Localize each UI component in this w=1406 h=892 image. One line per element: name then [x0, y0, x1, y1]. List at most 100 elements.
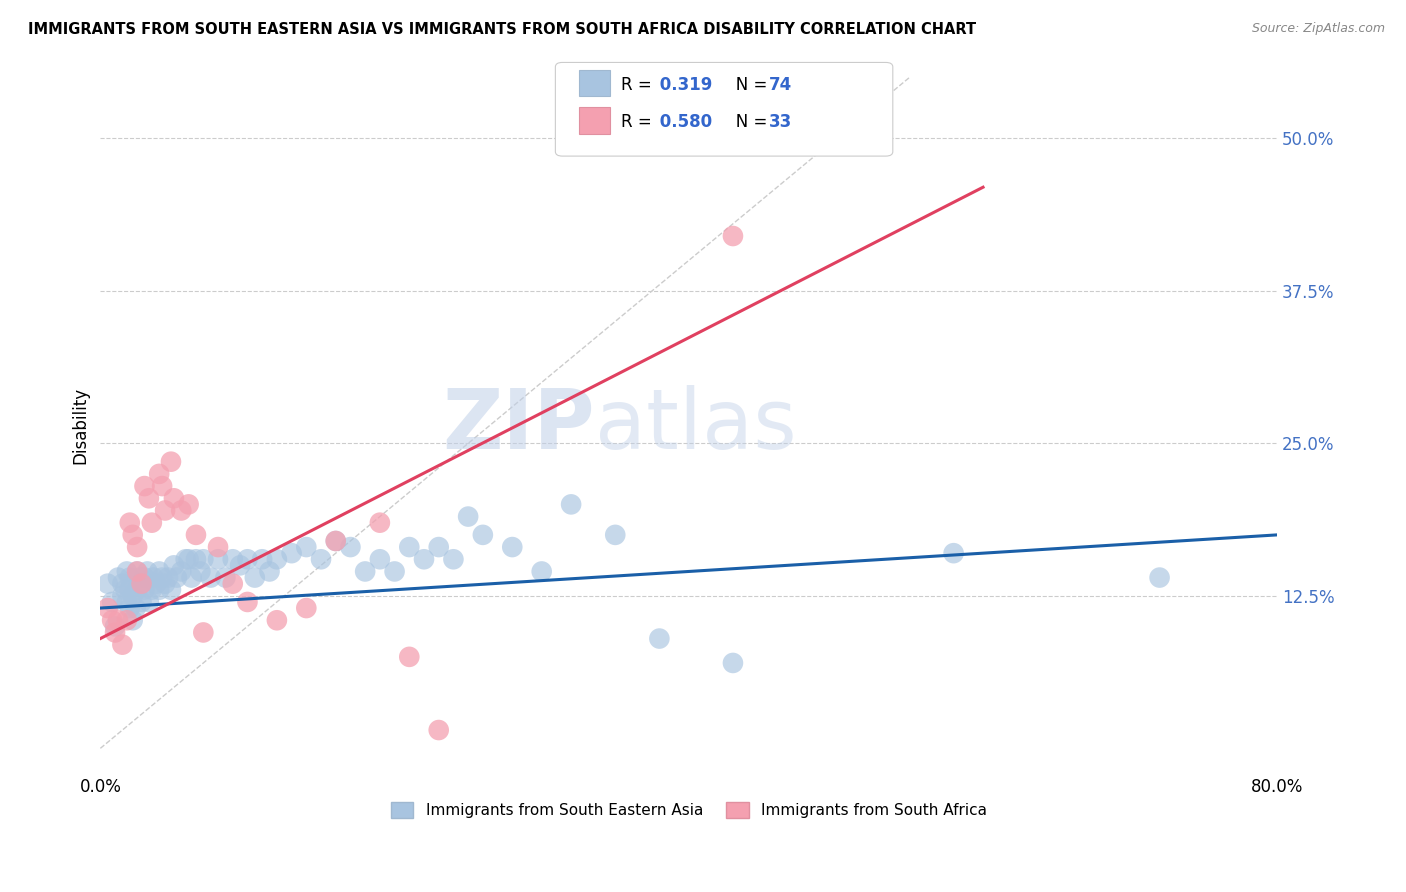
Text: 0.580: 0.580: [654, 113, 711, 131]
Point: [295, 540, 318, 554]
Point: [115, 595, 138, 609]
Point: [368, 552, 391, 566]
Point: [131, 576, 153, 591]
Text: Source: ZipAtlas.com: Source: ZipAtlas.com: [1251, 22, 1385, 36]
Point: [222, 552, 245, 566]
Point: [127, 565, 149, 579]
Point: [200, 570, 222, 584]
Point: [266, 552, 288, 566]
Point: [560, 497, 582, 511]
Point: [148, 582, 170, 597]
Point: [236, 595, 259, 609]
Point: [184, 528, 207, 542]
Point: [441, 552, 464, 566]
Text: IMMIGRANTS FROM SOUTH EASTERN ASIA VS IMMIGRANTS FROM SOUTH AFRICA DISABILITY CO: IMMIGRANTS FROM SOUTH EASTERN ASIA VS IM…: [28, 22, 976, 37]
Point: [384, 565, 406, 579]
Text: R =: R =: [621, 76, 658, 94]
Point: [111, 638, 134, 652]
Point: [141, 582, 163, 597]
Point: [138, 491, 160, 506]
Point: [97, 601, 120, 615]
Point: [721, 229, 744, 244]
Point: [184, 552, 207, 566]
Point: [166, 570, 188, 584]
Point: [648, 632, 671, 646]
Point: [107, 570, 129, 584]
Point: [170, 503, 193, 517]
Point: [325, 533, 347, 548]
Point: [530, 565, 553, 579]
Text: N =: N =: [720, 113, 772, 131]
Text: 0.319: 0.319: [654, 76, 713, 94]
Point: [471, 528, 494, 542]
Point: [280, 546, 302, 560]
Point: [150, 479, 173, 493]
Point: [259, 565, 281, 579]
Point: [354, 565, 377, 579]
Point: [111, 576, 134, 591]
Point: [127, 565, 149, 579]
Point: [148, 467, 170, 481]
Point: [148, 565, 170, 579]
Point: [115, 565, 138, 579]
Point: [104, 619, 127, 633]
Point: [236, 552, 259, 566]
Text: atlas: atlas: [595, 384, 796, 466]
Point: [127, 540, 149, 554]
Point: [97, 576, 120, 591]
Point: [118, 601, 141, 615]
Point: [118, 516, 141, 530]
Text: ZIP: ZIP: [441, 384, 595, 466]
Point: [111, 589, 134, 603]
Point: [107, 613, 129, 627]
Point: [153, 503, 176, 517]
Point: [115, 613, 138, 627]
Text: 33: 33: [769, 113, 793, 131]
Point: [153, 576, 176, 591]
Point: [721, 656, 744, 670]
Point: [427, 540, 450, 554]
Point: [170, 565, 193, 579]
Y-axis label: Disability: Disability: [72, 386, 89, 464]
Text: R =: R =: [621, 113, 658, 131]
Point: [207, 540, 229, 554]
Point: [193, 552, 215, 566]
Point: [138, 595, 160, 609]
Point: [160, 455, 183, 469]
Point: [266, 613, 288, 627]
Point: [114, 582, 136, 597]
Point: [309, 552, 332, 566]
Point: [131, 576, 153, 591]
Point: [325, 533, 347, 548]
Point: [129, 570, 152, 584]
Point: [142, 570, 165, 584]
Point: [124, 601, 146, 615]
Point: [190, 565, 212, 579]
Point: [177, 552, 200, 566]
Point: [229, 558, 252, 573]
Point: [145, 576, 167, 591]
Point: [243, 570, 266, 584]
Point: [368, 516, 391, 530]
Point: [398, 540, 420, 554]
Point: [134, 582, 156, 597]
Point: [501, 540, 523, 554]
Point: [295, 601, 318, 615]
Point: [121, 528, 143, 542]
Point: [339, 540, 361, 554]
Point: [136, 565, 159, 579]
Point: [118, 570, 141, 584]
Point: [121, 613, 143, 627]
Point: [413, 552, 436, 566]
Point: [121, 589, 143, 603]
Point: [118, 582, 141, 597]
Point: [398, 649, 420, 664]
Point: [214, 570, 236, 584]
Point: [605, 528, 627, 542]
Point: [222, 576, 245, 591]
Point: [207, 552, 229, 566]
Point: [127, 582, 149, 597]
Point: [177, 497, 200, 511]
Point: [160, 582, 183, 597]
Point: [101, 613, 124, 627]
